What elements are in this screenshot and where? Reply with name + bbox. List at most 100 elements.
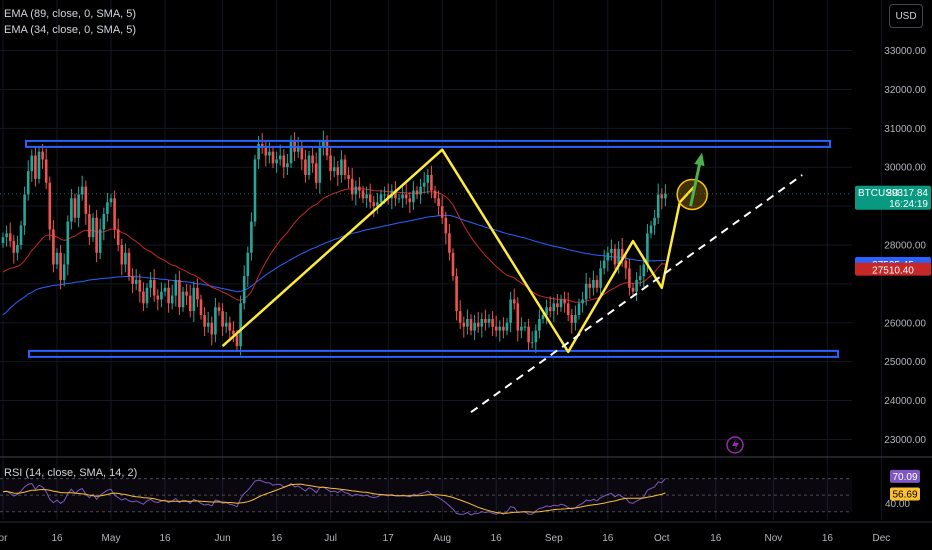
candle-body	[559, 299, 563, 308]
candle-body	[368, 194, 372, 203]
candle-body	[394, 190, 397, 199]
candle-body	[448, 233, 451, 253]
candle-body	[55, 252, 59, 265]
flash-icon	[726, 436, 744, 454]
candle-body	[548, 307, 552, 312]
candle-body	[286, 163, 289, 168]
candle-body	[606, 252, 610, 261]
candle-body	[318, 147, 322, 183]
drawings[interactable]	[0, 139, 852, 454]
candle-body	[206, 322, 210, 327]
candle-body	[282, 155, 286, 168]
candle-body	[484, 318, 487, 323]
candle-body	[271, 151, 275, 164]
time-tick-label: Sep	[545, 533, 563, 544]
candle-body	[199, 299, 203, 315]
ema34-legend[interactable]: EMA (34, close, 0, SMA, 5)	[4, 24, 137, 36]
time-tick-label: Nov	[765, 533, 783, 544]
price-tick-label: 30000.00	[884, 163, 926, 174]
candle-body	[95, 217, 98, 253]
candle-body	[113, 198, 116, 230]
time-tick-label: or	[0, 533, 8, 544]
candle-body	[242, 276, 246, 304]
candle-body	[98, 229, 102, 253]
flash-icon-bolt	[732, 439, 739, 451]
candle-body	[329, 155, 332, 172]
candle-body	[376, 202, 379, 207]
price-axis[interactable]: 33000.00 32000.00 31000.00 30000.00 28000.00…	[884, 46, 926, 510]
current-price-text: 29317.84	[886, 188, 928, 199]
candle-body	[268, 151, 271, 156]
candle-body	[124, 252, 127, 265]
candle-body	[451, 252, 455, 277]
candle-body	[419, 186, 422, 195]
candle-body	[620, 248, 624, 261]
candle-body	[304, 159, 307, 175]
candle-body	[473, 322, 476, 331]
candle-body	[358, 186, 361, 191]
candle-body	[5, 233, 8, 238]
candle-body	[156, 295, 160, 300]
candle-body	[455, 276, 458, 312]
candle-body	[228, 322, 232, 331]
candle-body	[480, 318, 484, 327]
ema89-path	[2, 214, 666, 316]
candle-body	[577, 303, 581, 315]
candle-body	[361, 190, 365, 199]
rsi-ma-badge	[890, 487, 920, 501]
candle-body	[635, 280, 638, 292]
candle-body	[523, 326, 527, 328]
candle-body	[538, 318, 541, 331]
candle-body	[660, 194, 664, 199]
time-tick-label: May	[102, 533, 121, 544]
candle-body	[527, 326, 530, 343]
candle-body	[476, 322, 480, 327]
candle-body	[563, 299, 566, 304]
candle-body	[253, 159, 257, 222]
candle-body	[350, 178, 354, 195]
candle-body	[505, 322, 509, 331]
candle-body	[340, 159, 343, 175]
ema89-legend[interactable]: EMA (89, close, 0, SMA, 5)	[4, 8, 137, 20]
candle-body	[401, 194, 404, 199]
time-tick-label: Oct	[654, 533, 670, 544]
candle-body	[88, 213, 91, 238]
candle-body	[250, 221, 253, 253]
candle-body	[491, 318, 494, 327]
candle-body	[422, 182, 426, 187]
resistance-zone	[25, 139, 831, 148]
candle-body	[138, 280, 142, 292]
candle-body	[167, 287, 170, 304]
rsi-legend[interactable]: RSI (14, close, SMA, 14, 2)	[4, 467, 138, 479]
rsi-ma-text: 56.69	[892, 489, 917, 500]
candle-body	[584, 283, 588, 300]
candle-body	[311, 155, 314, 164]
rsi-pane	[0, 456, 932, 516]
candle-body	[462, 322, 466, 327]
candle-body	[275, 159, 278, 164]
rsi-tick-label: 40.00	[885, 499, 910, 510]
candle-body	[181, 291, 185, 308]
candle-body	[221, 311, 224, 327]
time-tick-label: Jul	[324, 533, 337, 544]
time-tick-label: 16	[710, 533, 722, 544]
candle-body	[469, 318, 473, 331]
time-tick-label: 16	[159, 533, 171, 544]
currency-button[interactable]: USD	[889, 4, 923, 28]
countdown-text: 16:24:19	[889, 199, 928, 210]
time-axis[interactable]: or 16 May 16 Jun 16 Jul 17 Aug 16 Sep 16 Oct 16 Nov 16 D…	[0, 521, 932, 544]
candle-body	[134, 280, 138, 284]
candle-body	[541, 315, 545, 319]
candle-body	[372, 202, 376, 207]
candle-body	[574, 315, 577, 323]
candle-body	[41, 151, 44, 160]
candle-body	[552, 303, 556, 312]
candle-body	[62, 264, 66, 280]
candle-body	[48, 182, 52, 230]
candle-body	[545, 307, 548, 315]
candle-body	[307, 155, 311, 175]
candle-body	[73, 198, 77, 218]
candle-body	[102, 213, 106, 230]
